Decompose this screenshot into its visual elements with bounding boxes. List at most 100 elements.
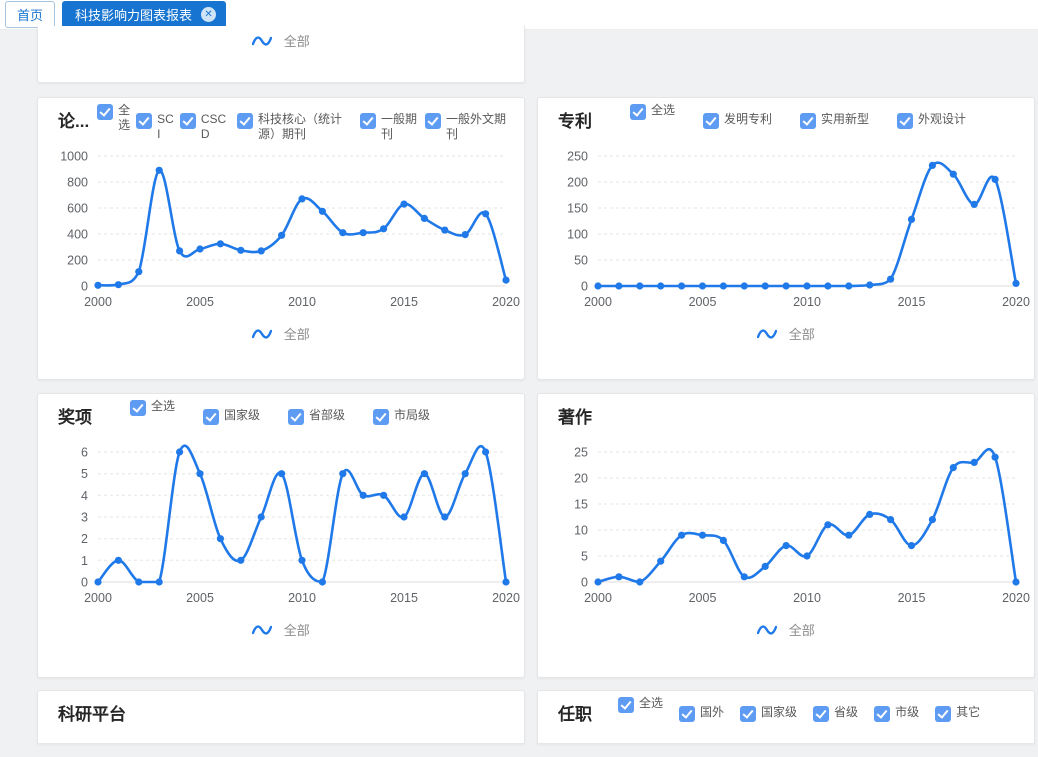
data-point[interactable] <box>970 200 978 208</box>
filter-checkbox-item[interactable]: 国家级 <box>203 408 260 425</box>
checkbox-checked-icon[interactable] <box>203 409 220 425</box>
data-point[interactable] <box>318 207 326 215</box>
data-point[interactable] <box>400 513 408 521</box>
data-point[interactable] <box>824 282 832 290</box>
tab-close-icon[interactable]: ✕ <box>201 7 217 22</box>
data-point[interactable] <box>441 513 449 521</box>
data-point[interactable] <box>636 282 644 290</box>
filter-checkbox-item[interactable]: 其它 <box>935 705 980 722</box>
data-point[interactable] <box>339 470 347 478</box>
data-point[interactable] <box>698 282 707 290</box>
data-point[interactable] <box>615 282 623 290</box>
data-point[interactable] <box>845 282 853 290</box>
data-point[interactable] <box>824 521 832 529</box>
data-point[interactable] <box>991 175 999 183</box>
filter-checkbox-item[interactable]: SCI <box>136 112 176 142</box>
data-point[interactable] <box>237 246 245 254</box>
filter-checkbox-item[interactable]: 一般外文期刊 <box>425 112 510 142</box>
filter-checkbox-item[interactable]: 市局级 <box>373 408 430 425</box>
checkbox-checked-icon[interactable] <box>703 113 720 129</box>
data-point[interactable] <box>461 231 469 239</box>
data-point[interactable] <box>278 470 286 478</box>
data-point[interactable] <box>991 453 999 461</box>
checkbox-checked-icon[interactable] <box>630 104 646 120</box>
patents-chart-legend[interactable]: 全部 <box>538 324 1034 343</box>
filter-checkbox-item[interactable]: 国家级 <box>740 705 797 722</box>
checkbox-checked-icon[interactable] <box>813 706 830 722</box>
data-point[interactable] <box>678 531 686 539</box>
checkbox-checked-icon[interactable] <box>740 706 757 722</box>
filter-checkbox-item[interactable]: 全选 <box>618 696 663 713</box>
filter-checkbox-item[interactable]: CSCD <box>179 112 233 142</box>
checkbox-checked-icon[interactable] <box>618 697 634 713</box>
filter-checkbox-item[interactable]: 省部级 <box>288 408 345 425</box>
data-point[interactable] <box>278 231 286 239</box>
data-point[interactable] <box>887 516 895 524</box>
data-point[interactable] <box>636 578 644 586</box>
filter-checkbox-item[interactable]: 全选 <box>630 103 675 120</box>
data-point[interactable] <box>678 282 686 290</box>
data-point[interactable] <box>615 573 623 581</box>
data-point[interactable] <box>740 282 748 290</box>
checkbox-checked-icon[interactable] <box>179 113 196 129</box>
data-point[interactable] <box>782 282 790 290</box>
data-point[interactable] <box>94 578 102 586</box>
filter-checkbox-item[interactable]: 科技核心（统计源）期刊 <box>237 112 356 142</box>
filter-checkbox-item[interactable]: 一般期刊 <box>360 112 421 142</box>
data-point[interactable] <box>845 531 853 539</box>
data-point[interactable] <box>1012 279 1020 287</box>
data-point[interactable] <box>237 556 245 564</box>
data-point[interactable] <box>380 225 388 233</box>
data-point[interactable] <box>135 578 143 586</box>
tab-home[interactable]: 首页 <box>5 1 56 28</box>
data-point[interactable] <box>420 470 428 478</box>
works-chart-legend[interactable]: 全部 <box>538 620 1034 639</box>
filter-checkbox-item[interactable]: 实用新型 <box>800 112 869 129</box>
checkbox-checked-icon[interactable] <box>679 706 696 722</box>
checkbox-checked-icon[interactable] <box>874 706 891 722</box>
checkbox-checked-icon[interactable] <box>130 400 146 416</box>
data-point[interactable] <box>400 200 408 208</box>
filter-checkbox-item[interactable]: 发明专利 <box>703 112 772 129</box>
data-point[interactable] <box>928 161 936 169</box>
data-point[interactable] <box>803 282 811 290</box>
papers-chart-legend[interactable]: 全部 <box>38 324 524 343</box>
data-point[interactable] <box>907 215 916 223</box>
data-point[interactable] <box>970 458 978 466</box>
data-point[interactable] <box>339 229 347 237</box>
checkbox-checked-icon[interactable] <box>373 409 390 425</box>
data-point[interactable] <box>594 578 602 586</box>
checkbox-checked-icon[interactable] <box>288 409 305 425</box>
data-point[interactable] <box>502 276 510 284</box>
data-point[interactable] <box>359 491 367 499</box>
data-point[interactable] <box>907 542 916 550</box>
data-point[interactable] <box>176 247 184 255</box>
checkbox-checked-icon[interactable] <box>237 113 253 129</box>
data-point[interactable] <box>380 491 388 499</box>
data-point[interactable] <box>698 531 707 539</box>
data-point[interactable] <box>257 513 265 521</box>
data-point[interactable] <box>155 578 163 586</box>
data-point[interactable] <box>420 214 428 222</box>
data-point[interactable] <box>657 282 665 290</box>
data-point[interactable] <box>803 552 811 560</box>
awards-chart-legend[interactable]: 全部 <box>38 620 524 639</box>
data-point[interactable] <box>216 240 224 248</box>
data-point[interactable] <box>740 573 748 581</box>
data-point[interactable] <box>114 281 122 289</box>
tab-report-active[interactable]: 科技影响力图表报表 ✕ <box>62 1 227 28</box>
checkbox-checked-icon[interactable] <box>897 113 914 129</box>
data-point[interactable] <box>298 195 306 203</box>
filter-checkbox-item[interactable]: 省级 <box>813 705 858 722</box>
checkbox-checked-icon[interactable] <box>97 104 114 120</box>
filter-checkbox-item[interactable]: 全选 <box>130 399 175 416</box>
data-point[interactable] <box>1012 578 1020 586</box>
checkbox-checked-icon[interactable] <box>136 113 153 129</box>
data-point[interactable] <box>761 562 769 570</box>
checkbox-checked-icon[interactable] <box>935 706 952 722</box>
data-point[interactable] <box>114 556 122 564</box>
data-point[interactable] <box>719 282 727 290</box>
data-point[interactable] <box>719 536 727 544</box>
data-point[interactable] <box>176 448 184 456</box>
data-point[interactable] <box>866 510 874 518</box>
